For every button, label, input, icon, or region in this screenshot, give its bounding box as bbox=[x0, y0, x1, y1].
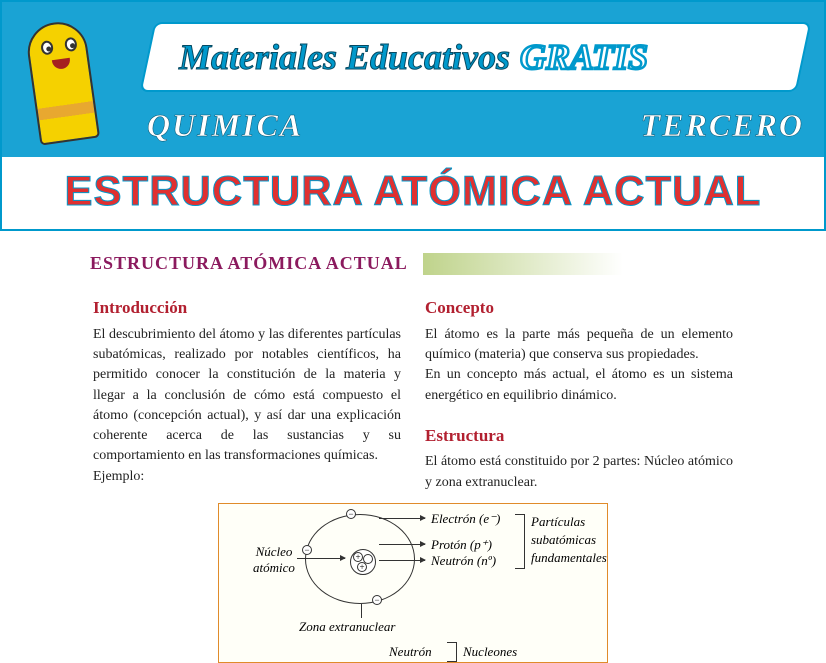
heading-gradient-decoration bbox=[423, 253, 623, 275]
arrow-line bbox=[379, 560, 425, 561]
pencil-mascot-icon bbox=[32, 22, 92, 142]
concepto-body-2: En un concepto más actual, el átomo es u… bbox=[425, 365, 733, 406]
arrow-line bbox=[379, 518, 425, 519]
atom-diagram: + + − − − Electrón (e⁻) Protón (p⁺) Neut… bbox=[218, 503, 608, 663]
brand-suffix-text: GRATIS bbox=[520, 36, 648, 78]
section-heading: ESTRUCTURA ATÓMICA ACTUAL bbox=[15, 251, 423, 276]
atom-drawing: + + − − − bbox=[305, 514, 415, 604]
neutron-label: Neutrón bbox=[389, 644, 432, 660]
proton-label: Protón (p⁺) bbox=[431, 537, 492, 553]
pointer-line bbox=[361, 604, 362, 618]
arrow-line bbox=[379, 544, 425, 545]
brand-main-text: Materiales Educativos bbox=[179, 36, 510, 78]
intro-heading: Introducción bbox=[93, 296, 401, 321]
concepto-heading: Concepto bbox=[425, 296, 733, 321]
header-banner: Materiales Educativos GRATIS QUIMICA TER… bbox=[0, 0, 826, 231]
banner-blue-area: Materiales Educativos GRATIS QUIMICA TER… bbox=[2, 2, 824, 157]
estructura-body: El átomo está constituido por 2 partes: … bbox=[425, 452, 733, 493]
particulas-label-1: Partículas bbox=[531, 514, 585, 530]
particulas-label-2: subatómicas bbox=[531, 532, 596, 548]
brace-icon bbox=[515, 514, 525, 569]
section-heading-bar: ESTRUCTURA ATÓMICA ACTUAL bbox=[15, 251, 811, 276]
neutron-sym-label: Neutrón (nº) bbox=[431, 553, 496, 569]
particulas-label-3: fundamentales bbox=[531, 550, 607, 566]
two-column-layout: Introducción El descubrimiento del átomo… bbox=[15, 296, 811, 493]
proton-icon: + bbox=[353, 552, 363, 562]
left-column: Introducción El descubrimiento del átomo… bbox=[93, 296, 401, 493]
brand-speech-bubble: Materiales Educativos GRATIS bbox=[140, 22, 812, 92]
page-title: ESTRUCTURA ATÓMICA ACTUAL bbox=[65, 167, 762, 214]
nucleones-label: Nucleones bbox=[463, 644, 517, 660]
right-column: Concepto El átomo es la parte más pequeñ… bbox=[425, 296, 733, 493]
brace-icon bbox=[447, 642, 457, 662]
banner-title-bar: ESTRUCTURA ATÓMICA ACTUAL bbox=[2, 157, 824, 229]
arrow-line bbox=[297, 558, 345, 559]
nucleo-label: Núcleo atómico bbox=[245, 544, 303, 576]
electron-icon: − bbox=[302, 545, 312, 555]
subject-label: QUIMICA bbox=[147, 107, 303, 144]
electron-icon: − bbox=[372, 595, 382, 605]
electron-orbit: + + − − − bbox=[305, 514, 415, 604]
intro-body: El descubrimiento del átomo y las difere… bbox=[93, 325, 401, 467]
document-content: ESTRUCTURA ATÓMICA ACTUAL Introducción E… bbox=[0, 231, 826, 663]
grade-label: TERCERO bbox=[641, 107, 804, 144]
concepto-body-1: El átomo es la parte más pequeña de un e… bbox=[425, 325, 733, 366]
example-label: Ejemplo: bbox=[93, 467, 401, 487]
electron-icon: − bbox=[346, 509, 356, 519]
electron-label: Electrón (e⁻) bbox=[431, 511, 500, 527]
proton-icon: + bbox=[357, 562, 367, 572]
zona-label: Zona extranuclear bbox=[299, 619, 395, 635]
nucleus-circle: + + bbox=[350, 549, 376, 575]
estructura-heading: Estructura bbox=[425, 424, 733, 449]
